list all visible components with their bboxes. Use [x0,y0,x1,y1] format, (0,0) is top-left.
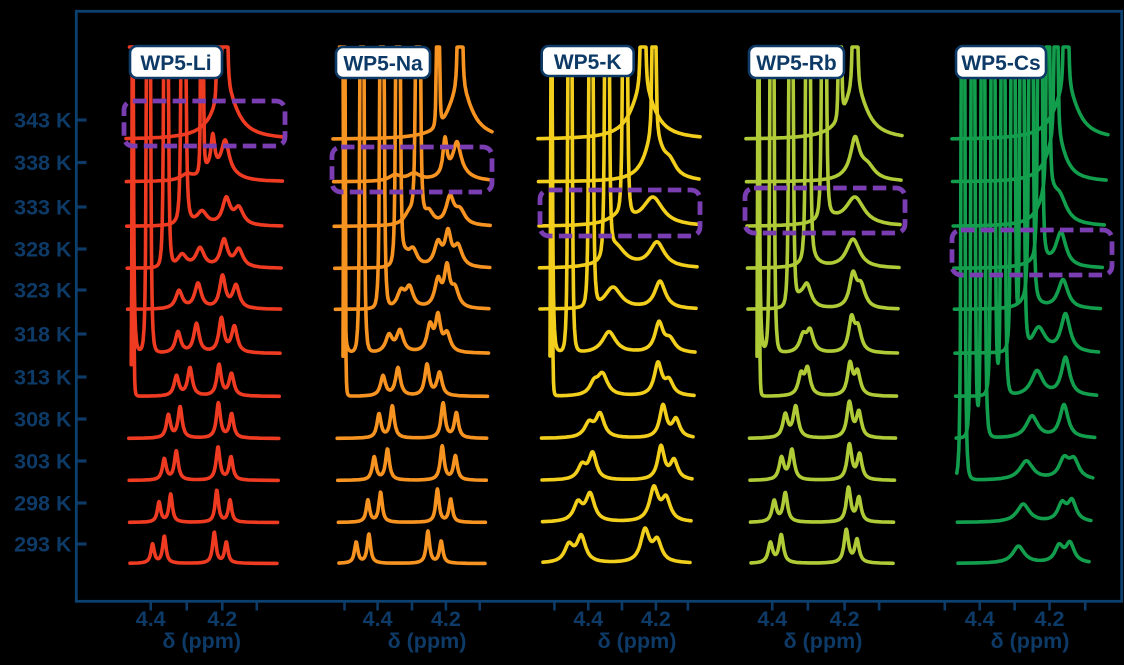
svg-text:WP5-Cs: WP5-Cs [961,52,1040,75]
svg-text:318 K: 318 K [14,323,72,347]
svg-text:WP5-Rb: WP5-Rb [756,52,837,75]
svg-text:δ (ppm): δ (ppm) [162,629,241,653]
svg-text:293 K: 293 K [14,533,72,557]
svg-text:338 K: 338 K [14,151,72,175]
svg-text:333 K: 333 K [14,196,72,220]
svg-text:4.2: 4.2 [641,607,671,631]
svg-text:4.2: 4.2 [207,607,237,631]
svg-text:4.4: 4.4 [757,607,787,631]
svg-text:4.2: 4.2 [1035,607,1065,631]
svg-text:298 K: 298 K [14,492,72,516]
svg-text:4.2: 4.2 [431,607,461,631]
svg-text:4.4: 4.4 [573,607,603,631]
svg-text:WP5-Li: WP5-Li [140,52,211,75]
svg-text:343 K: 343 K [14,109,72,133]
svg-text:4.4: 4.4 [136,607,166,631]
svg-text:WP5-K: WP5-K [554,51,622,74]
svg-text:4.4: 4.4 [363,607,393,631]
svg-text:313 K: 313 K [14,366,72,390]
svg-text:WP5-Na: WP5-Na [343,53,423,76]
svg-text:δ (ppm): δ (ppm) [598,629,677,653]
svg-text:323 K: 323 K [14,279,72,303]
svg-text:δ (ppm): δ (ppm) [991,629,1070,653]
svg-text:4.4: 4.4 [965,607,995,631]
svg-text:303 K: 303 K [14,450,72,474]
svg-text:δ (ppm): δ (ppm) [388,629,467,653]
svg-text:308 K: 308 K [14,408,72,432]
svg-text:δ (ppm): δ (ppm) [784,629,863,653]
svg-text:328 K: 328 K [14,238,72,262]
svg-text:4.2: 4.2 [830,607,860,631]
